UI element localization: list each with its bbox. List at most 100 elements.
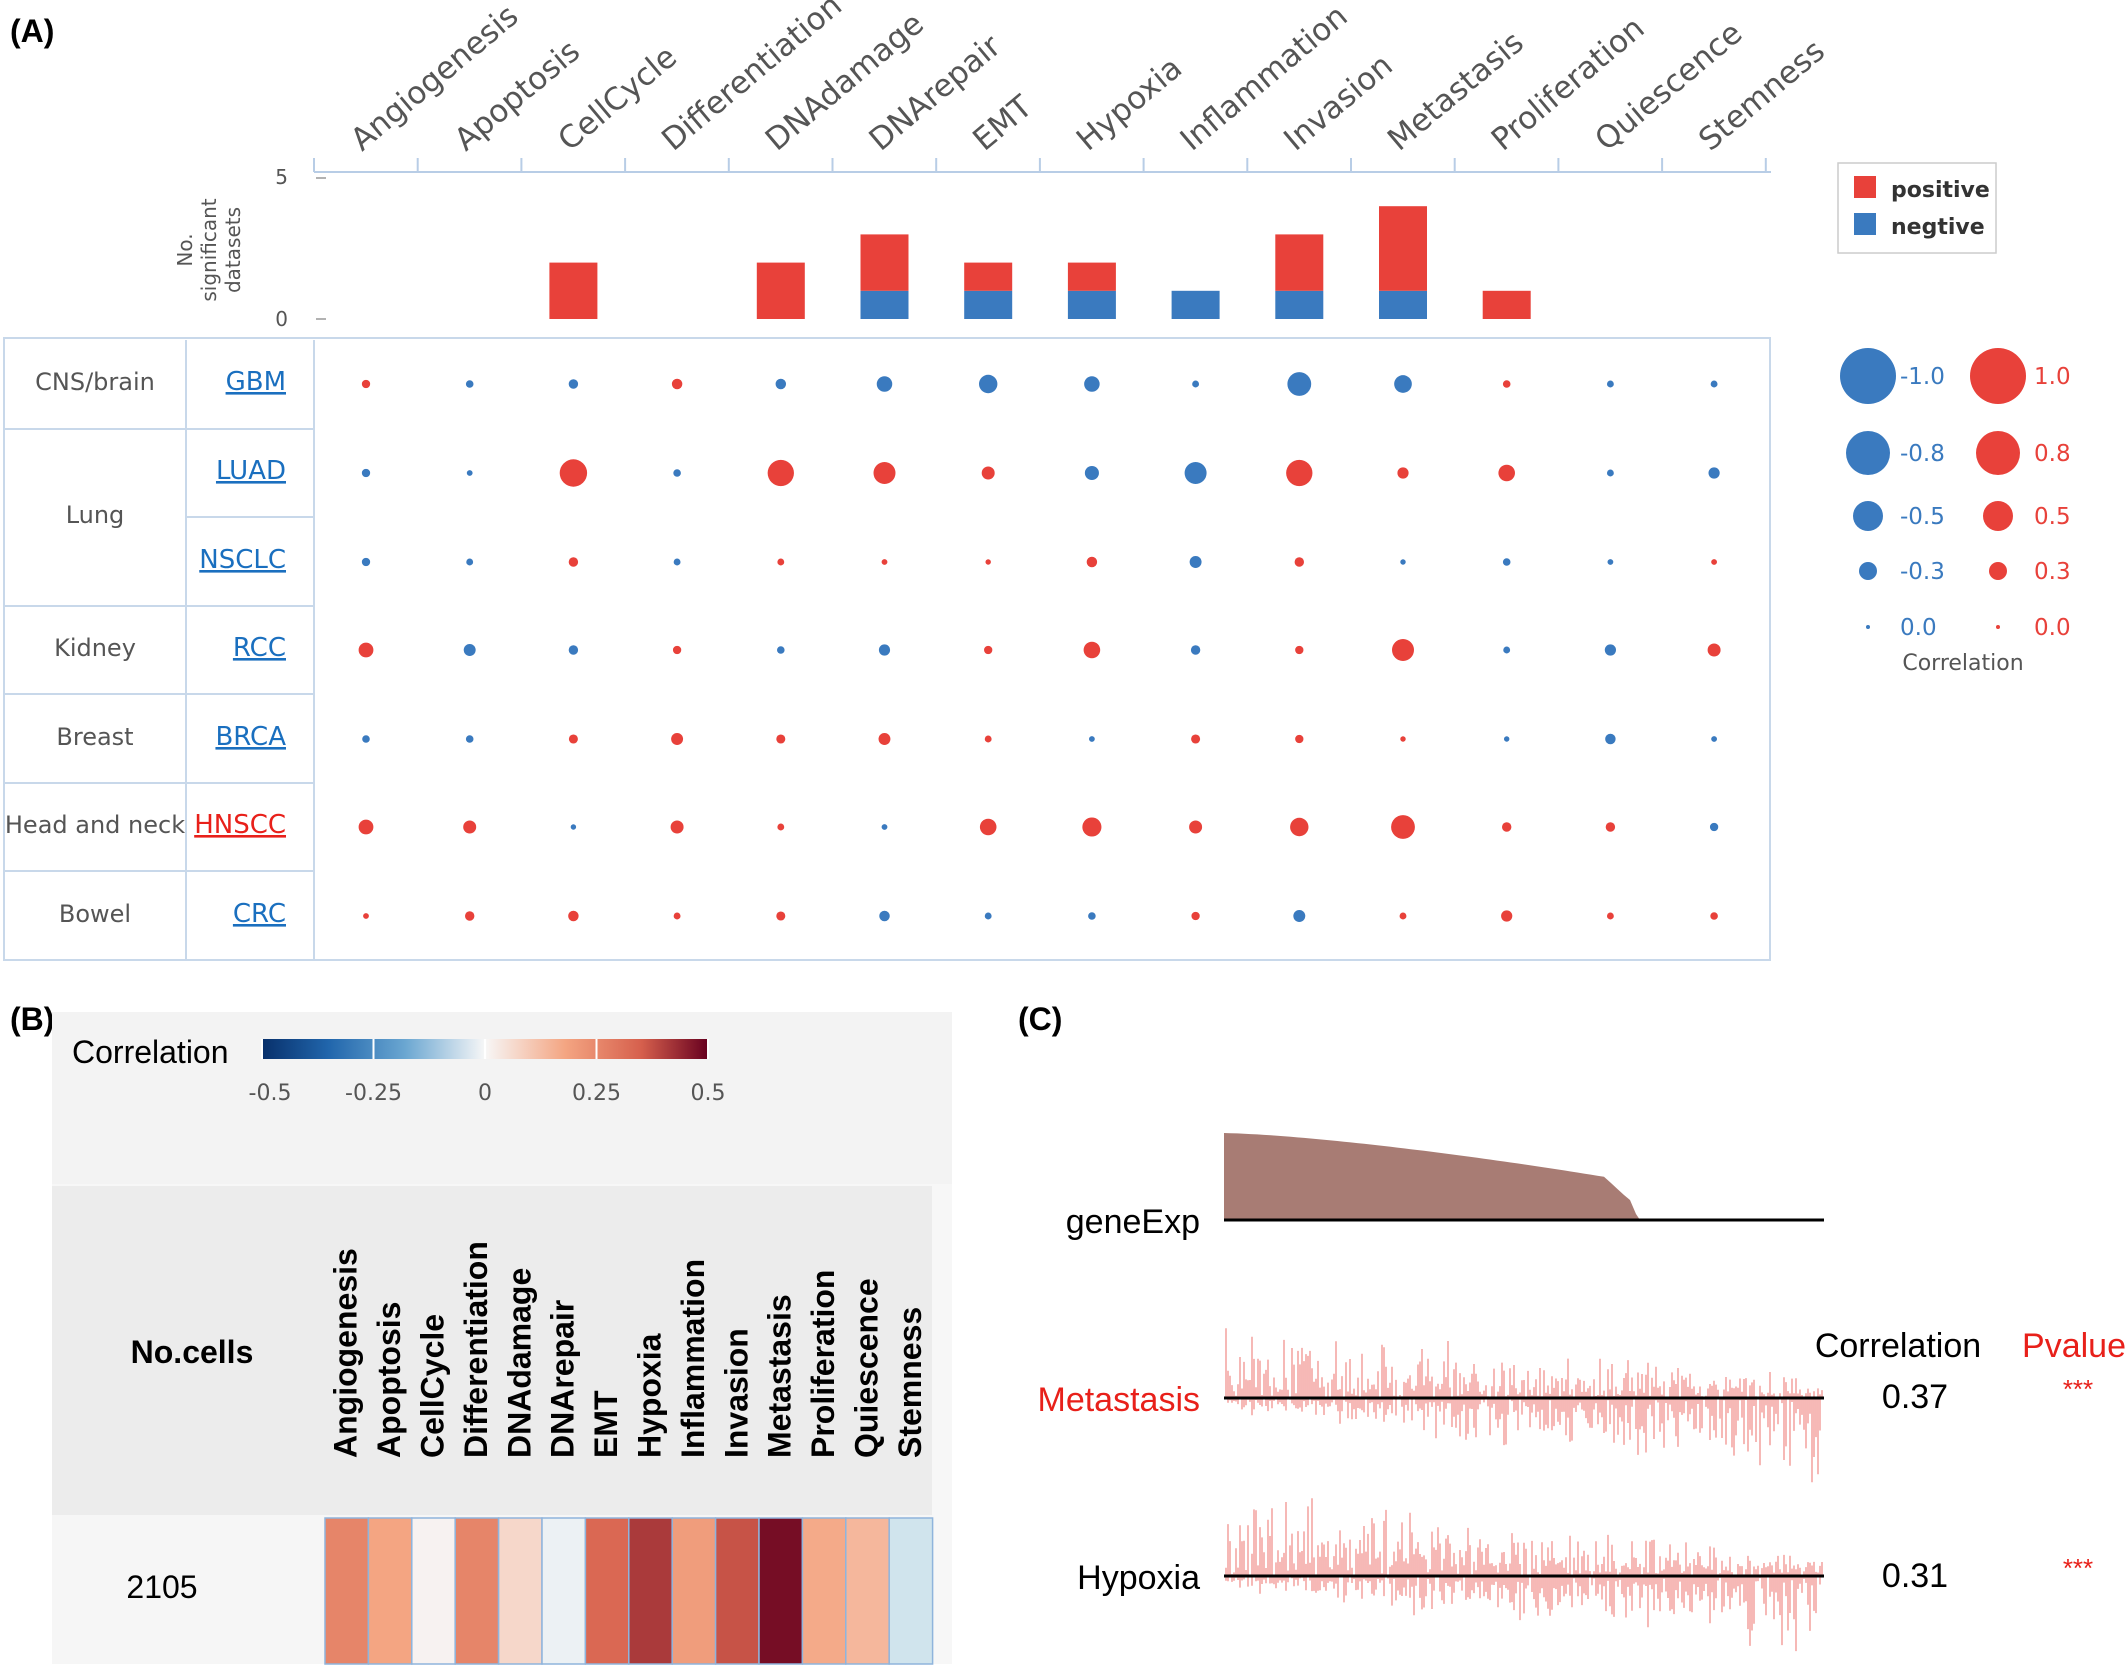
bubble-hnscc-stemness: [1709, 822, 1719, 832]
bubble-crc-cellcycle: [568, 910, 579, 922]
bar-negative-emt: [964, 290, 1013, 319]
heatmap-column-label-quiescence: Quiescence: [849, 1278, 885, 1458]
color-scale-tick-label: 0: [478, 1081, 492, 1106]
heatmap-column-label-hypoxia: Hypoxia: [632, 1333, 668, 1458]
size-legend-positive-circle: [1970, 348, 2026, 404]
heatmap-cell-stemness: [888, 1517, 934, 1665]
size-legend-negative-circle: [1840, 348, 1896, 404]
bubble-luad-metastasis: [1397, 467, 1409, 479]
color-scale-tick-label: 0.5: [691, 1081, 726, 1106]
dataset-link-rcc[interactable]: RCC: [233, 633, 286, 663]
bubble-rcc-inflammation: [1190, 645, 1201, 655]
heatmap-cell-hypoxia: [628, 1517, 673, 1665]
bar-positive-metastasis: [1379, 206, 1427, 291]
bubble-nsclc-stemness: [1711, 559, 1717, 565]
heatmap-cell-differentiation: [454, 1517, 500, 1665]
bubble-brca-differentiation: [671, 733, 684, 745]
size-legend-negative-circle: [1846, 431, 1890, 475]
legend-positive-label: positive: [1891, 178, 1990, 203]
hypoxia-correlation: 0.31: [1882, 1557, 1948, 1595]
heatmap-column-label-cellcycle: CellCycle: [415, 1314, 451, 1458]
color-scale-tick-label: 0.25: [572, 1081, 621, 1106]
heatmap-cell-emt: [584, 1517, 630, 1665]
dataset-link-gbm[interactable]: GBM: [226, 367, 286, 397]
bubble-gbm-cellcycle: [568, 379, 579, 389]
heatmap-row-header: No.cells: [131, 1334, 254, 1370]
heatmap-cell-inflammation: [671, 1517, 717, 1665]
color-scale-title: Correlation: [72, 1034, 229, 1070]
heatmap-cell-dnarepair: [541, 1517, 587, 1665]
bubble-crc-differentiation: [673, 912, 681, 920]
size-legend-negative-label: -0.5: [1900, 504, 1945, 530]
bubble-nsclc-differentiation: [673, 558, 681, 566]
bubble-crc-inflammation: [1191, 911, 1200, 921]
tissue-head-and-neck: Head and neck: [5, 811, 185, 839]
color-scale-tick-label: -0.25: [345, 1081, 402, 1106]
bar-axis-tick-max: 5: [275, 165, 288, 189]
bubble-crc-dnarepair: [879, 910, 890, 922]
legend-positive-swatch: [1854, 176, 1876, 198]
bubble-nsclc-emt: [985, 559, 991, 565]
bubble-brca-proliferation: [1503, 736, 1510, 742]
bubble-crc-stemness: [1710, 912, 1718, 920]
bubble-hnscc-dnarepair: [881, 824, 888, 830]
dataset-link-luad[interactable]: LUAD: [216, 456, 286, 486]
bubble-luad-angiogenesis: [361, 468, 371, 478]
heatmap-cell-metastasis: [758, 1517, 804, 1665]
tissue-cns-brain: CNS/brain: [35, 368, 155, 396]
bubble-crc-quiescence: [1606, 912, 1614, 920]
bubble-rcc-proliferation: [1503, 646, 1511, 654]
size-legend-negative-circle: [1866, 625, 1870, 629]
heatmap-column-label-metastasis: Metastasis: [762, 1294, 798, 1458]
tissue-bowel: Bowel: [59, 900, 131, 928]
bubble-gbm-apoptosis: [465, 380, 474, 388]
heatmap-column-label-proliferation: Proliferation: [805, 1270, 841, 1458]
bar-legend: positive negtive: [1837, 162, 1997, 254]
heatmap-cell-invasion: [714, 1517, 760, 1665]
metastasis-signal: [1225, 1328, 1823, 1483]
bar-positive-dnadamage: [756, 262, 805, 319]
bubble-hnscc-cellcycle: [570, 824, 577, 830]
bubble-rcc-stemness: [1707, 643, 1721, 657]
bubble-rcc-differentiation: [672, 645, 682, 655]
tissue-lung: Lung: [66, 501, 125, 529]
bubble-hnscc-invasion: [1290, 817, 1309, 837]
dataset-link-crc[interactable]: CRC: [233, 899, 286, 929]
heatmap-column-label-dnadamage: DNAdamage: [501, 1268, 537, 1458]
geneexp-area: [1224, 1132, 1640, 1220]
bubble-brca-apoptosis: [465, 735, 474, 743]
bubble-hnscc-differentiation: [670, 820, 684, 834]
bubble-gbm-dnadamage: [775, 378, 787, 390]
bubble-rcc-dnadamage: [777, 646, 785, 654]
panel-a-bar-axis: 5 0 No. significant datasets: [173, 158, 1771, 331]
dataset-link-hnscc[interactable]: HNSCC: [194, 810, 286, 840]
size-legend-positive-circle: [1989, 562, 2007, 580]
size-legend-negative-circle: [1853, 501, 1883, 531]
bubble-luad-emt: [981, 466, 995, 480]
bar-negative-inflammation: [1171, 290, 1220, 319]
heatmap-column-label-inflammation: Inflammation: [675, 1259, 711, 1458]
dataset-link-nsclc[interactable]: NSCLC: [199, 545, 286, 575]
size-legend-positive-label: 0.5: [2034, 504, 2071, 530]
size-legend-negative-circle: [1859, 562, 1877, 580]
bubble-brca-dnarepair: [878, 733, 891, 745]
panel-b-label: (B): [10, 1001, 54, 1037]
bubble-hnscc-metastasis: [1391, 815, 1415, 839]
bar-negative-hypoxia: [1067, 290, 1116, 319]
heatmap-column-label-emt: EMT: [588, 1390, 624, 1458]
heatmap-cells: [324, 1517, 934, 1665]
bubble-nsclc-proliferation: [1502, 558, 1511, 566]
dataset-link-brca[interactable]: BRCA: [215, 722, 286, 752]
bar-positive-invasion: [1275, 234, 1324, 291]
heatmap-cell-quiescence: [845, 1517, 890, 1665]
bubble-gbm-inflammation: [1192, 380, 1200, 388]
bar-negative-metastasis: [1379, 290, 1427, 319]
bubble-rcc-metastasis: [1392, 639, 1414, 661]
bubble-crc-metastasis: [1399, 912, 1407, 920]
bubble-gbm-invasion: [1287, 372, 1312, 396]
heatmap-column-label-differentiation: Differentiation: [458, 1241, 494, 1458]
panel-c-label: (C): [1018, 1001, 1062, 1037]
bubble-luad-dnadamage: [767, 459, 794, 487]
bubble-gbm-differentiation: [671, 378, 683, 390]
